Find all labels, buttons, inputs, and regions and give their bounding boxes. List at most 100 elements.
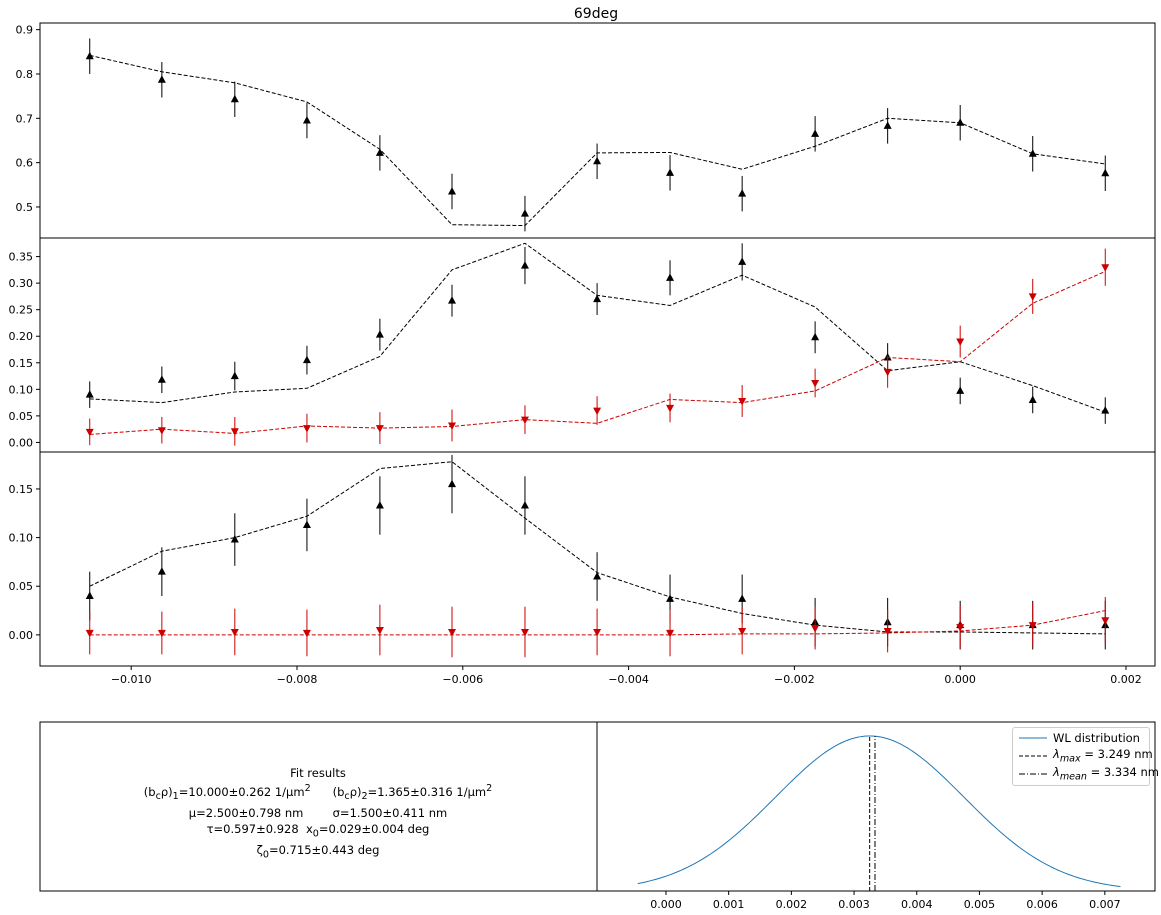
fit-results-line-3: τ=0.597±0.928 x0=0.029±0.004 deg xyxy=(206,822,430,840)
y-tick-label: 0.9 xyxy=(16,24,34,37)
y-tick-label: 0.10 xyxy=(9,532,34,545)
data-point xyxy=(811,625,820,633)
plot-frame xyxy=(39,22,1156,239)
data-point xyxy=(520,416,529,425)
data-point xyxy=(302,629,311,638)
data-point xyxy=(883,368,892,377)
data-point xyxy=(302,355,311,364)
data-point xyxy=(230,371,239,380)
data-point xyxy=(1101,168,1110,177)
data-point xyxy=(738,189,747,197)
data-point xyxy=(956,118,965,126)
data-point xyxy=(230,535,239,543)
y-tick-label: 0.10 xyxy=(9,383,34,396)
data-point xyxy=(85,629,94,638)
x-tick-label: 0.007 xyxy=(1089,898,1121,911)
y-tick-label: 0.15 xyxy=(9,483,34,496)
data-point xyxy=(666,404,675,413)
data-point xyxy=(1028,293,1037,301)
data-point xyxy=(448,186,457,195)
data-point xyxy=(302,425,311,433)
data-point xyxy=(666,594,675,602)
data-point xyxy=(593,156,602,165)
x-tick-label: −0.008 xyxy=(277,673,318,686)
x-tick-label: −0.010 xyxy=(111,673,152,686)
data-point xyxy=(883,121,892,129)
x-tick-label: 0.004 xyxy=(901,898,933,911)
data-point xyxy=(520,501,529,509)
fit-results: Fit results (bcρ)1=10.000±0.262 1/μm2 (b… xyxy=(40,765,596,864)
fit-line xyxy=(89,242,1106,413)
x-tick-label: −0.006 xyxy=(442,673,483,686)
fit-results-line-1: (bcρ)1=10.000±0.262 1/μm2 (bcρ)2=1.365±0… xyxy=(143,783,493,803)
data-point xyxy=(230,94,239,103)
data-point xyxy=(375,330,384,338)
data-point xyxy=(375,501,384,509)
data-point xyxy=(738,398,747,406)
data-point xyxy=(811,332,820,341)
legend-entry-wl-distribution: WL distribution xyxy=(1019,731,1140,745)
data-point xyxy=(811,379,820,388)
data-point xyxy=(956,624,965,632)
data-point xyxy=(157,75,166,83)
x-tick-label: 0.002 xyxy=(1110,673,1142,686)
data-point xyxy=(593,294,602,303)
legend-entry-lambda-mean: λmean = 3.334 nm xyxy=(1019,765,1159,783)
data-point xyxy=(448,422,457,430)
data-point xyxy=(157,427,166,435)
panel-top: 0.5 0.6 0.7 0.8 0.9 xyxy=(16,22,1156,239)
data-point xyxy=(520,209,529,217)
data-point xyxy=(811,129,820,137)
data-point xyxy=(883,627,892,636)
x-tick-label: −0.004 xyxy=(608,673,649,686)
data-point xyxy=(1101,264,1110,272)
data-point xyxy=(302,520,311,528)
data-point xyxy=(593,628,602,637)
data-point xyxy=(738,627,747,636)
panel-bottom: 0.00 0.05 0.10 0.15 −0.010 −0.008 −0.006 −0.004… xyxy=(9,451,1156,686)
x-tick-label: 0.000 xyxy=(944,673,976,686)
legend-entry-lambda-max: λmax = 3.249 nm xyxy=(1019,747,1153,765)
y-tick-label: 0.15 xyxy=(9,357,34,370)
x-tick-label: 0.000 xyxy=(650,898,682,911)
fit-line xyxy=(89,54,1106,227)
data-point xyxy=(230,428,239,436)
y-tick-label: 0.5 xyxy=(16,201,34,214)
data-point xyxy=(85,390,94,398)
fit-results-title: Fit results xyxy=(290,766,346,780)
data-point xyxy=(375,425,384,433)
data-point xyxy=(520,628,529,637)
data-point xyxy=(593,572,602,580)
data-point xyxy=(157,629,166,638)
data-point xyxy=(448,628,457,637)
fit-line xyxy=(89,270,1106,435)
data-point xyxy=(85,591,94,599)
data-point xyxy=(1028,622,1037,630)
data-point xyxy=(302,116,311,124)
data-point xyxy=(956,338,965,347)
data-point xyxy=(85,51,94,60)
data-point xyxy=(375,148,384,156)
y-tick-label: 0.8 xyxy=(16,68,34,81)
fit-results-frame xyxy=(39,721,598,892)
data-point xyxy=(157,567,166,575)
fit-line xyxy=(89,461,1106,635)
data-point xyxy=(230,628,239,637)
data-point xyxy=(593,407,602,416)
wl-distribution-curve xyxy=(637,735,1121,888)
data-point xyxy=(666,629,675,638)
x-tick-label: 0.006 xyxy=(1026,898,1058,911)
y-tick-label: 0.6 xyxy=(16,157,34,170)
panel-middle: 0.00 0.05 0.10 0.15 0.20 0.25 0.30 0.35 xyxy=(9,237,1156,453)
y-tick-label: 0.7 xyxy=(16,112,34,125)
data-point xyxy=(1028,149,1037,157)
x-tick-label: 0.005 xyxy=(964,898,996,911)
legend: WL distribution λmax = 3.249 nm λmean = … xyxy=(1012,727,1159,786)
x-tick-label: 0.003 xyxy=(838,898,870,911)
data-point xyxy=(738,594,747,602)
data-point xyxy=(1028,395,1037,403)
data-point xyxy=(1101,617,1110,625)
data-point xyxy=(738,257,747,265)
y-tick-label: 0.05 xyxy=(9,580,34,593)
data-point xyxy=(375,627,384,635)
